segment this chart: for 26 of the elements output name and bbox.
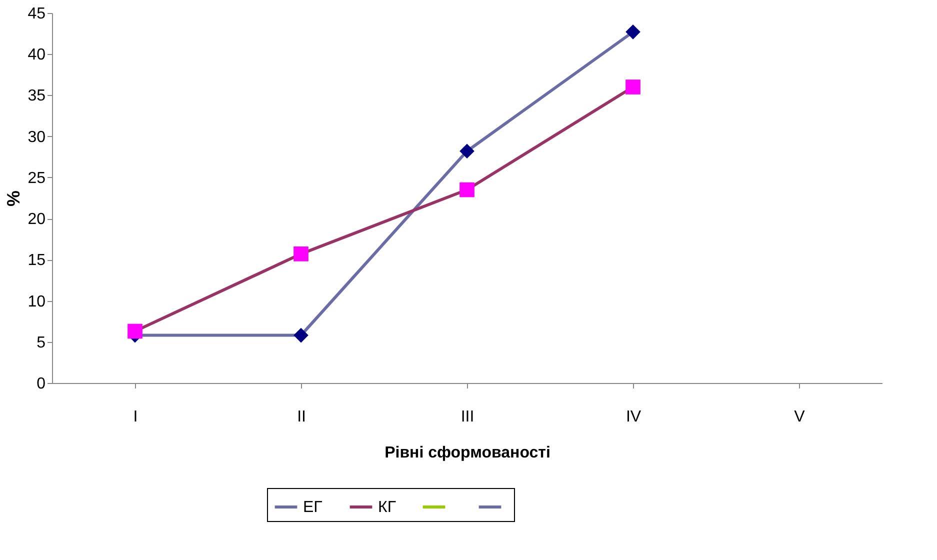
y-tick-label: 25 xyxy=(28,170,46,187)
y-tick-label: 40 xyxy=(28,46,46,64)
x-tick-label: IV xyxy=(626,408,642,426)
legend-label: КГ xyxy=(378,499,396,516)
y-tick-label: 5 xyxy=(36,334,46,352)
legend-label: ЕГ xyxy=(303,499,323,516)
y-tick-label: 30 xyxy=(28,128,46,146)
x-tick-label: V xyxy=(794,408,806,426)
point xyxy=(128,324,142,339)
y-tick-label: 35 xyxy=(28,88,46,105)
y-tick-label: 0 xyxy=(36,376,46,392)
point xyxy=(460,144,474,159)
point xyxy=(460,182,474,198)
point xyxy=(294,246,308,262)
x-axis-title: Рівні сформованості xyxy=(384,444,550,462)
y-tick-label: 15 xyxy=(28,252,46,270)
y-tick-label: 20 xyxy=(28,211,46,228)
x-tick-label: II xyxy=(297,408,306,426)
y-axis-title: % xyxy=(4,190,24,207)
point xyxy=(626,80,640,94)
point xyxy=(626,24,640,40)
point xyxy=(294,328,308,343)
y-tick-label: 45 xyxy=(28,6,46,22)
x-tick-label: I xyxy=(133,408,138,426)
y-tick-label: 10 xyxy=(28,293,46,310)
x-tick-label: III xyxy=(460,408,474,426)
